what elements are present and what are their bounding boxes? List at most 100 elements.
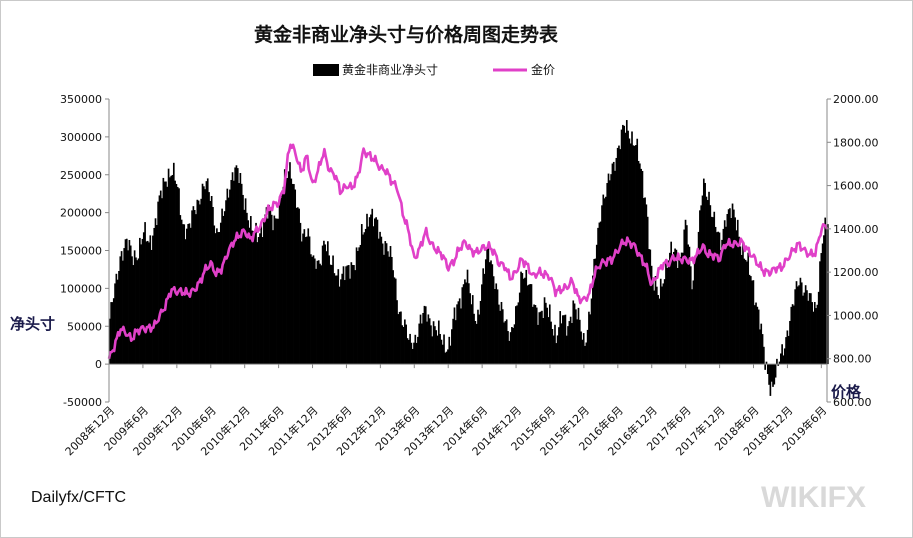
net-position-bar: [342, 266, 345, 365]
net-position-bar: [560, 323, 563, 365]
net-position-bar: [551, 328, 554, 365]
net-position-bar: [717, 231, 719, 365]
net-position-bar: [578, 319, 581, 365]
net-position-bar: [394, 278, 397, 365]
net-position-bar: [780, 353, 782, 365]
net-position-bar: [345, 266, 347, 365]
net-position-bar: [324, 244, 327, 365]
net-position-bar: [824, 217, 827, 365]
net-position-bar: [813, 302, 816, 365]
net-position-bar: [154, 218, 157, 365]
net-position-bar: [404, 319, 406, 365]
net-position-bar: [295, 207, 298, 365]
net-position-bar: [417, 336, 419, 365]
net-position-bar: [731, 203, 734, 365]
net-position-bar: [358, 247, 360, 365]
net-position-bar: [261, 237, 264, 365]
y-axis-right-title: 价格: [831, 383, 862, 401]
net-position-bar: [783, 348, 786, 365]
net-position-bar: [763, 346, 765, 365]
net-position-bar: [679, 257, 682, 365]
net-position-bar: [139, 237, 141, 365]
net-position-bar: [760, 323, 763, 365]
net-position-bar: [212, 207, 214, 365]
y-left-tick-label: 300000: [60, 131, 102, 144]
net-position-bar: [219, 222, 222, 365]
net-position-bar: [379, 231, 381, 365]
net-position-bar: [144, 222, 146, 365]
net-position-bar: [774, 364, 777, 378]
net-position-bar: [235, 165, 238, 365]
net-position-bar: [770, 364, 773, 382]
net-position-bar: [505, 319, 508, 365]
net-position-bar: [270, 214, 273, 365]
net-position-bar: [299, 222, 302, 365]
net-position-bar: [375, 217, 377, 365]
net-position-bar: [616, 147, 619, 365]
net-position-bar: [483, 273, 486, 365]
net-position-bar: [819, 261, 821, 365]
net-position-bar: [240, 183, 243, 365]
net-position-bar: [364, 228, 367, 365]
net-position-bar: [392, 270, 394, 365]
net-position-bar: [334, 275, 337, 365]
net-position-bar: [209, 200, 212, 365]
net-position-bar: [136, 260, 139, 365]
net-position-bar: [293, 184, 295, 365]
source-label: Dailyfx/CFTC: [31, 489, 126, 506]
net-position-bar: [255, 222, 257, 365]
net-position-bar: [458, 298, 461, 365]
net-position-bar: [451, 329, 453, 365]
net-position-bar: [329, 264, 332, 365]
net-position-bar: [713, 211, 716, 365]
net-position-bar: [746, 261, 748, 365]
net-position-bar: [808, 293, 811, 365]
plot-area: [107, 120, 829, 396]
net-position-bar: [148, 242, 150, 365]
net-position-bar: [535, 307, 538, 365]
net-position-bar: [768, 364, 770, 385]
net-position-bar: [448, 336, 451, 365]
net-position-bar: [576, 319, 579, 365]
net-position-bar: [766, 364, 769, 374]
net-position-bar: [803, 292, 806, 365]
net-position-bar: [700, 205, 703, 365]
net-position-bar: [460, 308, 462, 365]
net-position-bar: [238, 183, 240, 365]
net-position-bar: [526, 285, 529, 365]
net-position-bar: [795, 281, 798, 365]
net-position-bar: [247, 220, 250, 365]
y-left-tick-label: 50000: [67, 320, 102, 333]
net-position-bar: [509, 332, 512, 365]
net-position-bar: [443, 334, 445, 365]
net-position-bar: [393, 277, 396, 365]
net-position-bar: [742, 243, 744, 365]
net-position-bar: [649, 249, 652, 365]
net-position-bar: [389, 246, 392, 365]
net-position-bar: [709, 205, 712, 365]
net-position-bar: [504, 321, 507, 365]
net-position-bar: [116, 279, 119, 365]
net-position-bar: [744, 259, 747, 365]
net-position-bar: [192, 206, 195, 365]
net-position-bar: [503, 322, 505, 365]
net-position-bar: [268, 204, 270, 365]
net-position-bar: [231, 172, 234, 365]
net-position-bar: [313, 258, 316, 365]
net-position-bar: [140, 244, 142, 365]
legend-bars-swatch: [313, 64, 339, 76]
net-position-bar: [362, 234, 364, 365]
net-position-bar: [671, 257, 674, 365]
net-position-bar: [265, 207, 268, 365]
net-position-bar: [653, 290, 656, 365]
net-position-bar: [582, 333, 585, 365]
y-right-tick-label: 1400.00: [833, 223, 879, 236]
net-position-bar: [206, 178, 209, 365]
net-position-bar: [409, 333, 411, 365]
y-right-tick-label: 1000.00: [833, 309, 879, 322]
net-position-bar: [545, 302, 547, 365]
net-position-bar: [281, 194, 283, 365]
net-position-bar: [686, 225, 688, 365]
net-position-bar: [637, 160, 640, 365]
net-position-bar: [452, 318, 454, 365]
